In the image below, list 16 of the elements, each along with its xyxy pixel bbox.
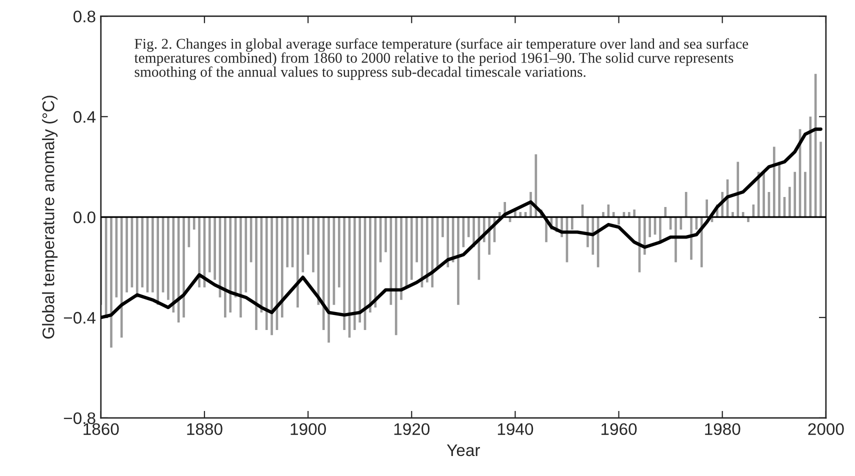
y-tick-label: 0.0 [74, 211, 96, 224]
x-tick-label: 2000 [808, 423, 844, 436]
x-tick-label: 1980 [705, 423, 740, 436]
x-tick-label: 1960 [602, 423, 637, 436]
y-tick-label: 0.8 [74, 10, 96, 22]
x-tick-label: 1940 [498, 423, 534, 436]
x-tick-label: 1860 [84, 423, 119, 436]
x-tick-label: 1900 [290, 423, 326, 436]
y-axis-title: Global temperature anomaly (°C) [42, 96, 58, 339]
y-tick-label: −0.8 [64, 412, 96, 424]
y-tick-label: 0.4 [74, 111, 96, 123]
x-axis-title: Year [446, 444, 480, 456]
x-tick-label: 1920 [394, 423, 430, 436]
y-tick-label: −0.4 [64, 312, 96, 324]
annotation: Fig. 2. Changes in global average surface temperature (surface air temperature over land and sea surface temperatures combined) from 1860 to 2000 relative to the period 1961–90. The solid curve represents smoothing of the annual values to suppress sub-decadal timescale variations. [134, 38, 748, 80]
x-tick-label: 1880 [187, 423, 222, 436]
